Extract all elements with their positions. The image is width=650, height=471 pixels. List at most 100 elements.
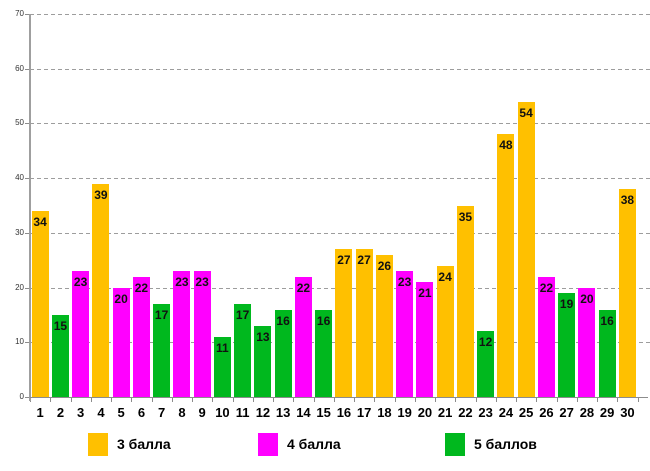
x-axis-tick-6 bbox=[152, 397, 153, 402]
bar-27 bbox=[558, 293, 576, 397]
x-axis-label-27: 27 bbox=[559, 405, 574, 420]
legend: 3 балла 4 балла 5 баллов bbox=[0, 432, 650, 458]
gridline-70 bbox=[30, 14, 650, 15]
x-axis-label-8: 8 bbox=[178, 405, 186, 420]
x-axis-tick-10 bbox=[233, 397, 234, 402]
x-axis-label-29: 29 bbox=[599, 405, 615, 420]
bar-value-27: 19 bbox=[559, 297, 574, 311]
x-axis-label-11: 11 bbox=[235, 405, 250, 420]
bar-28 bbox=[578, 287, 596, 397]
bar-value-29: 16 bbox=[600, 313, 614, 328]
x-axis-label-7: 7 bbox=[158, 405, 166, 420]
x-axis-tick-26 bbox=[557, 397, 558, 402]
x-axis-tick-7 bbox=[172, 397, 173, 402]
y-axis-label-0: 0 bbox=[19, 392, 24, 401]
bar-value-13: 16 bbox=[276, 313, 290, 328]
bar-value-23: 12 bbox=[478, 335, 493, 350]
bar-value-14: 22 bbox=[296, 280, 311, 295]
y-axis-label-70: 70 bbox=[15, 9, 24, 18]
bar-value-28: 20 bbox=[580, 291, 594, 306]
legend-label-4-balla: 4 балла bbox=[287, 436, 341, 452]
bar-value-1: 34 bbox=[33, 215, 47, 229]
bar-17 bbox=[355, 249, 373, 397]
x-axis-label-6: 6 bbox=[137, 405, 146, 420]
x-axis-label-19: 19 bbox=[397, 405, 412, 420]
legend-item-3-balla: 3 балла bbox=[88, 432, 171, 456]
bar-value-17: 27 bbox=[357, 253, 371, 268]
bar-12 bbox=[254, 325, 272, 397]
bar-value-15: 16 bbox=[316, 313, 331, 328]
y-axis-label-10: 10 bbox=[15, 337, 24, 346]
bar-value-4: 39 bbox=[94, 187, 108, 202]
x-axis-tick-4 bbox=[111, 397, 112, 402]
bar-value-25: 54 bbox=[519, 105, 533, 120]
x-axis-tick-20 bbox=[435, 397, 436, 402]
x-axis-label-24: 24 bbox=[498, 405, 514, 420]
y-axis-tick-40 bbox=[25, 178, 30, 179]
y-axis-tick-60 bbox=[25, 69, 30, 70]
bar-value-2: 15 bbox=[53, 318, 68, 333]
x-axis-label-3: 3 bbox=[77, 405, 85, 420]
legend-item-4-balla: 4 балла bbox=[258, 432, 341, 456]
bar-20 bbox=[416, 282, 434, 397]
x-axis-label-1: 1 bbox=[36, 405, 44, 420]
bar-5 bbox=[112, 287, 130, 397]
y-axis-line bbox=[29, 14, 31, 401]
x-axis-label-17: 17 bbox=[356, 405, 372, 420]
bar-value-10: 11 bbox=[216, 340, 229, 355]
x-axis-label-25: 25 bbox=[518, 405, 534, 420]
gridline-50 bbox=[30, 123, 650, 124]
y-axis-label-30: 30 bbox=[15, 228, 24, 237]
bar-1 bbox=[31, 211, 49, 397]
x-axis-tick-24 bbox=[516, 397, 517, 402]
bar-value-21: 24 bbox=[438, 269, 452, 284]
bar-value-26: 22 bbox=[539, 280, 554, 295]
bar-16 bbox=[335, 249, 353, 397]
bar-value-8: 23 bbox=[175, 275, 189, 290]
bar-value-19: 23 bbox=[397, 275, 412, 290]
x-axis-tick-29 bbox=[617, 397, 618, 402]
bar-29 bbox=[598, 309, 616, 397]
bar-value-6: 22 bbox=[134, 280, 149, 295]
bar-11 bbox=[234, 304, 252, 397]
bar-25 bbox=[517, 101, 535, 397]
bar-value-22: 35 bbox=[458, 209, 473, 224]
x-axis-tick-18 bbox=[395, 397, 396, 402]
x-axis-tick-9 bbox=[212, 397, 213, 402]
x-axis-label-2: 2 bbox=[56, 405, 65, 420]
bar-22 bbox=[456, 205, 474, 397]
legend-label-3-balla: 3 балла bbox=[117, 436, 171, 452]
y-axis-label-20: 20 bbox=[15, 283, 24, 292]
gridline-60 bbox=[30, 69, 650, 70]
x-axis-tick-5 bbox=[131, 397, 132, 402]
x-axis-label-30: 30 bbox=[620, 405, 635, 420]
x-axis-label-13: 13 bbox=[275, 405, 291, 420]
x-axis-tick-19 bbox=[415, 397, 416, 402]
bar-8 bbox=[173, 271, 191, 397]
bar-value-16: 27 bbox=[337, 253, 351, 268]
legend-swatch-5-ballov bbox=[445, 432, 465, 456]
y-axis-tick-0 bbox=[25, 397, 30, 398]
bar-value-9: 23 bbox=[195, 275, 209, 290]
y-axis-tick-50 bbox=[25, 123, 30, 124]
x-axis-tick-21 bbox=[455, 397, 456, 402]
x-axis-label-21: 21 bbox=[437, 405, 453, 420]
x-axis-tick-23 bbox=[496, 397, 497, 402]
y-axis-label-60: 60 bbox=[15, 64, 24, 73]
x-axis-line bbox=[30, 397, 648, 398]
bar-10 bbox=[213, 336, 231, 397]
x-axis-tick-12 bbox=[273, 397, 274, 402]
legend-swatch-4-balla bbox=[258, 432, 278, 456]
bar-26 bbox=[537, 276, 555, 397]
y-axis-tick-70 bbox=[25, 14, 30, 15]
bar-value-3: 23 bbox=[73, 275, 88, 290]
x-axis-tick-27 bbox=[577, 397, 578, 402]
bar-value-18: 26 bbox=[377, 258, 392, 273]
legend-item-5-ballov: 5 баллов bbox=[445, 432, 537, 456]
legend-label-5-ballov: 5 баллов bbox=[474, 436, 537, 452]
bar-value-5: 20 bbox=[114, 291, 128, 306]
x-axis-tick-15 bbox=[334, 397, 335, 402]
x-axis-label-12: 12 bbox=[255, 405, 271, 420]
x-axis-tick-30 bbox=[638, 397, 639, 402]
